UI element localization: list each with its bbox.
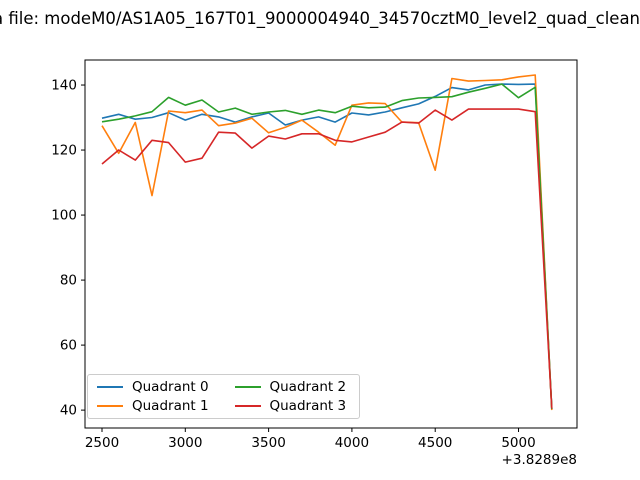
- legend: Quadrant 0 Quadrant 1 Quadrant 2 Quadran…: [87, 374, 360, 419]
- legend-item-quadrant-2: Quadrant 2: [234, 379, 351, 396]
- legend-item-quadrant-0: Quadrant 0: [97, 379, 213, 395]
- chart-title: a file: modeM0/AS1A05_167T01_9000004940_…: [0, 9, 640, 28]
- line-series-quadrant-3: [101, 108, 553, 409]
- line-series-quadrant-1: [101, 74, 553, 411]
- x-tick-label: 4500: [418, 435, 452, 451]
- x-tick-label: 5000: [501, 435, 535, 451]
- y-tick-label: 80: [60, 273, 77, 289]
- legend-label-quadrant-0: Quadrant 0: [132, 379, 209, 396]
- x-tick-label: 4000: [335, 435, 369, 451]
- y-tick-label: 120: [51, 143, 77, 159]
- legend-item-quadrant-3: Quadrant 3: [234, 397, 351, 414]
- legend-label-quadrant-3: Quadrant 3: [269, 397, 347, 414]
- legend-line-sample-quadrant-2: [234, 386, 261, 389]
- x-tick-label: 3500: [251, 435, 285, 451]
- axes-frame: [84, 59, 578, 429]
- y-tick-label: 100: [51, 208, 77, 224]
- y-tick-label: 60: [60, 338, 77, 354]
- legend-line-sample-quadrant-1: [97, 404, 123, 407]
- legend-label-quadrant-2: Quadrant 2: [269, 379, 347, 396]
- legend-label-quadrant-1: Quadrant 1: [132, 397, 209, 414]
- x-tick-label: 2500: [85, 435, 119, 451]
- x-axis-offset-label: +3.8289e8: [502, 452, 577, 468]
- x-tick-label: 3000: [168, 435, 202, 451]
- y-tick-label: 140: [51, 78, 77, 94]
- legend-line-sample-quadrant-3: [234, 404, 261, 407]
- legend-line-sample-quadrant-0: [97, 386, 123, 389]
- y-tick-label: 40: [60, 403, 77, 419]
- legend-item-quadrant-1: Quadrant 1: [97, 398, 213, 414]
- line-series-quadrant-0: [101, 83, 553, 409]
- line-series-quadrant-2: [101, 83, 553, 410]
